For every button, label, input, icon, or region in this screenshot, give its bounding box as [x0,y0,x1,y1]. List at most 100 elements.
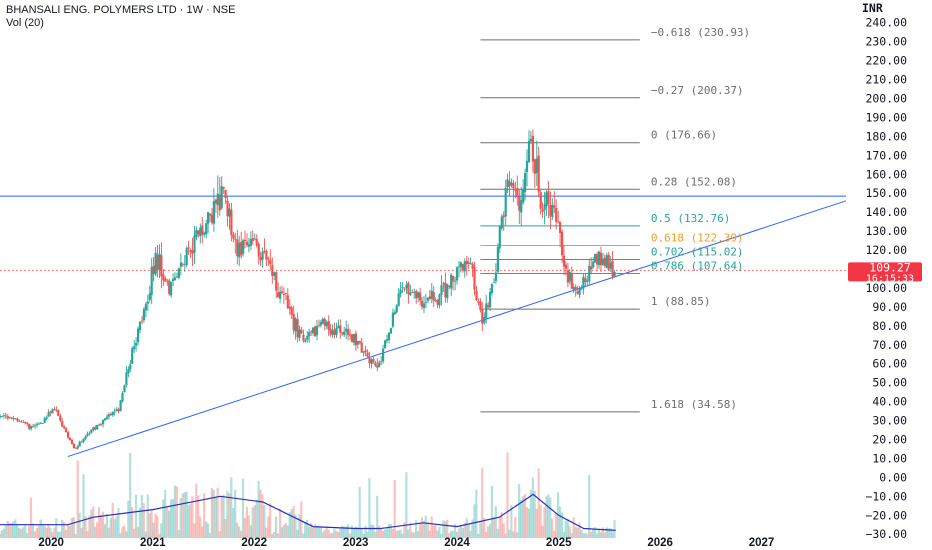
candle-body [333,329,336,335]
volume-bar [96,522,99,538]
volume-bar [177,530,180,538]
volume-bar [265,527,268,538]
candle-body [442,283,445,285]
volume-bar [356,527,359,538]
candle-body [463,261,466,272]
price-badge-bg [848,262,922,282]
candle-body [366,352,369,357]
candle-body [187,247,190,249]
candle-body [8,417,11,419]
candle-body [251,238,254,241]
volume-bar [453,524,457,538]
volume-bar [459,526,462,538]
volume-bar [290,509,293,538]
candle-body [245,241,249,245]
volume-bar [475,489,478,538]
price-tick-label: 230.00 [865,35,907,49]
candle-body [292,313,295,331]
volume-bar [461,527,464,538]
volume-bar [350,525,353,538]
volume-bar [564,520,567,538]
candle-body [216,193,219,206]
volume-bar [315,526,318,538]
candle-body [533,159,536,174]
volume-bar [321,532,324,538]
volume-bar [195,483,198,538]
volume-bar [438,527,441,538]
volume-bar [78,512,81,538]
candle-body [96,424,99,430]
volume-bar [498,517,501,538]
candle-body [205,223,208,235]
volume-bar [269,503,272,538]
candle-body [601,258,604,265]
candle-body [203,232,206,235]
volume-bar [300,501,303,538]
volume-bar [572,517,575,538]
candle-body [527,140,531,163]
volume-bar [218,531,221,538]
candle-body [199,227,202,237]
price-tick-label: 240.00 [865,16,907,30]
volume-bar [518,484,521,538]
volume-bar [193,523,196,538]
candle-body [452,275,455,282]
candle-body [140,320,144,322]
volume-bar [520,500,523,538]
candle-body [107,414,110,417]
volume-bar [247,515,250,538]
candle-body [232,234,235,239]
volume-bar [26,533,29,538]
time-axis: 2020 2021 2022 2023 2024 2025 2026 2027 [38,537,774,549]
candle-body [525,160,529,173]
candle-body [82,438,85,442]
candle-body [611,260,614,277]
candle-body [504,187,507,217]
volume-bar [457,528,460,538]
candle-body [37,423,40,425]
candle-body [356,341,359,345]
volume-bar [313,524,317,538]
volume-bar [508,529,511,538]
volume-bar [10,523,13,538]
volume-bar [613,519,616,538]
candle-body [432,292,435,301]
candle-body [302,334,305,341]
volume-bar [341,525,344,538]
volume-bar [181,493,184,538]
volume-bar [397,530,400,538]
price-tick-label: 130.00 [865,224,907,238]
volume-bar [113,519,116,538]
volume-bar [333,528,336,538]
volume-bar [409,522,412,538]
volume-bar [387,523,390,538]
volume-bar [366,531,369,538]
volume-bar [311,527,315,538]
candle-body [364,350,367,353]
volume-bar [41,523,44,538]
candle-body [592,261,595,268]
volume-bar [245,506,248,538]
volume-bar [119,533,122,538]
volume-bar [545,496,548,538]
volume-bar [138,507,141,538]
candle-body [584,278,587,282]
fib-level-label: 0.786 (107.64) [651,259,744,272]
candle-body [385,339,389,341]
candle-body [279,291,282,299]
volume-bar [576,527,579,538]
volume-bar [580,530,583,538]
candle-body [103,418,107,421]
volume-bar [24,525,27,538]
volume-indicator-label[interactable]: Vol (20) [6,17,44,29]
volume-bar [280,527,283,538]
volume-bar [374,532,377,538]
candle-body [12,418,15,419]
volume-bar [430,516,433,538]
volume-bar [380,528,383,538]
volume-bar [597,529,600,538]
candle-body [201,225,204,235]
volume-bar [317,527,320,538]
candle-body [30,425,33,429]
